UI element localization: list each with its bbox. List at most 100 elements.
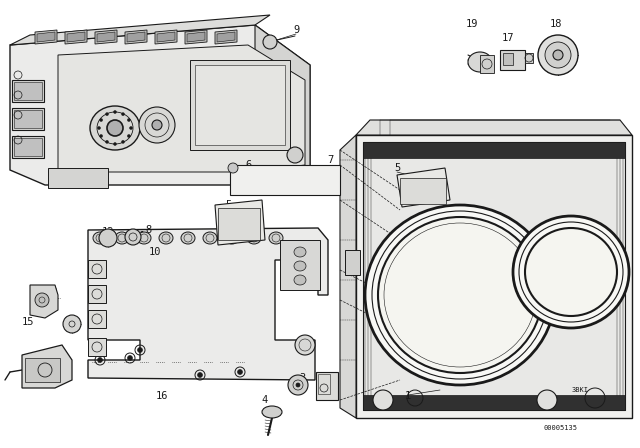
- Ellipse shape: [106, 140, 109, 143]
- Ellipse shape: [122, 140, 125, 143]
- Ellipse shape: [113, 111, 116, 113]
- Polygon shape: [363, 142, 625, 158]
- Polygon shape: [88, 228, 328, 380]
- Ellipse shape: [294, 261, 306, 271]
- Text: 12: 12: [102, 227, 115, 237]
- Ellipse shape: [181, 232, 195, 244]
- Ellipse shape: [90, 106, 140, 150]
- Polygon shape: [217, 32, 235, 42]
- Text: 1: 1: [405, 391, 411, 401]
- Ellipse shape: [203, 232, 217, 244]
- Text: 5: 5: [394, 163, 400, 173]
- Ellipse shape: [263, 35, 277, 49]
- Bar: [230, 165, 340, 195]
- Text: 15: 15: [22, 317, 35, 327]
- Polygon shape: [397, 168, 450, 207]
- Bar: [195, 65, 285, 145]
- Ellipse shape: [100, 134, 102, 138]
- Ellipse shape: [294, 275, 306, 285]
- Text: JANE: JANE: [232, 212, 246, 217]
- Polygon shape: [356, 135, 632, 418]
- Ellipse shape: [513, 216, 629, 328]
- Polygon shape: [363, 395, 625, 410]
- Bar: [218, 208, 260, 240]
- Text: 10: 10: [148, 247, 161, 257]
- Ellipse shape: [137, 232, 151, 244]
- Ellipse shape: [468, 52, 492, 72]
- Ellipse shape: [262, 406, 282, 418]
- Ellipse shape: [159, 232, 173, 244]
- Ellipse shape: [296, 383, 300, 387]
- Bar: [88, 338, 106, 356]
- Bar: [316, 372, 338, 400]
- Ellipse shape: [269, 232, 283, 244]
- Ellipse shape: [35, 293, 49, 307]
- Text: 6: 6: [245, 160, 251, 170]
- Text: 2: 2: [319, 379, 325, 389]
- Ellipse shape: [295, 335, 315, 355]
- Bar: [48, 168, 108, 188]
- Ellipse shape: [152, 120, 162, 130]
- Text: NONY BNM1: NONY BNM1: [226, 231, 252, 236]
- Polygon shape: [255, 25, 310, 185]
- Polygon shape: [10, 25, 310, 185]
- Polygon shape: [30, 285, 58, 318]
- Bar: [363, 142, 625, 410]
- Ellipse shape: [97, 126, 100, 129]
- Bar: [525, 53, 533, 63]
- Bar: [14, 82, 42, 100]
- Ellipse shape: [139, 107, 175, 143]
- Ellipse shape: [225, 232, 239, 244]
- Text: 17: 17: [502, 33, 515, 43]
- Polygon shape: [185, 30, 207, 44]
- Text: 11: 11: [134, 231, 147, 241]
- Ellipse shape: [93, 232, 107, 244]
- Ellipse shape: [545, 42, 571, 68]
- Bar: [318, 374, 330, 394]
- Ellipse shape: [553, 50, 563, 60]
- Ellipse shape: [138, 348, 143, 353]
- Bar: [500, 50, 525, 70]
- Polygon shape: [340, 135, 356, 418]
- Polygon shape: [127, 32, 145, 42]
- Ellipse shape: [99, 229, 117, 247]
- Ellipse shape: [100, 119, 102, 121]
- Ellipse shape: [63, 315, 81, 333]
- Bar: [88, 310, 106, 328]
- Text: 3BKI: 3BKI: [572, 387, 589, 393]
- Ellipse shape: [107, 120, 123, 136]
- Ellipse shape: [115, 232, 129, 244]
- Ellipse shape: [127, 134, 131, 138]
- Ellipse shape: [287, 147, 303, 163]
- Ellipse shape: [125, 229, 141, 245]
- Polygon shape: [95, 30, 117, 44]
- Bar: [480, 55, 494, 73]
- Ellipse shape: [294, 247, 306, 257]
- Polygon shape: [215, 30, 237, 44]
- Polygon shape: [65, 30, 87, 44]
- Bar: [88, 260, 106, 278]
- Text: SALON ENMR: SALON ENMR: [408, 191, 438, 197]
- Polygon shape: [187, 32, 205, 42]
- Ellipse shape: [378, 217, 542, 373]
- Text: 18: 18: [550, 19, 563, 29]
- Text: 5: 5: [225, 200, 231, 210]
- Ellipse shape: [129, 126, 132, 129]
- Bar: [503, 53, 513, 65]
- Ellipse shape: [122, 112, 125, 116]
- Polygon shape: [35, 30, 57, 44]
- Polygon shape: [97, 32, 115, 42]
- Bar: [190, 60, 290, 150]
- Text: VE40: VE40: [415, 182, 431, 188]
- Bar: [14, 110, 42, 128]
- Text: PONC: PONC: [232, 221, 246, 227]
- Bar: [14, 138, 42, 156]
- Text: 13: 13: [45, 287, 58, 297]
- Ellipse shape: [525, 228, 617, 316]
- Bar: [400, 178, 446, 204]
- Text: 9: 9: [293, 25, 299, 35]
- Ellipse shape: [373, 390, 393, 410]
- Ellipse shape: [113, 142, 116, 146]
- Text: 4: 4: [262, 395, 268, 405]
- Ellipse shape: [106, 112, 109, 116]
